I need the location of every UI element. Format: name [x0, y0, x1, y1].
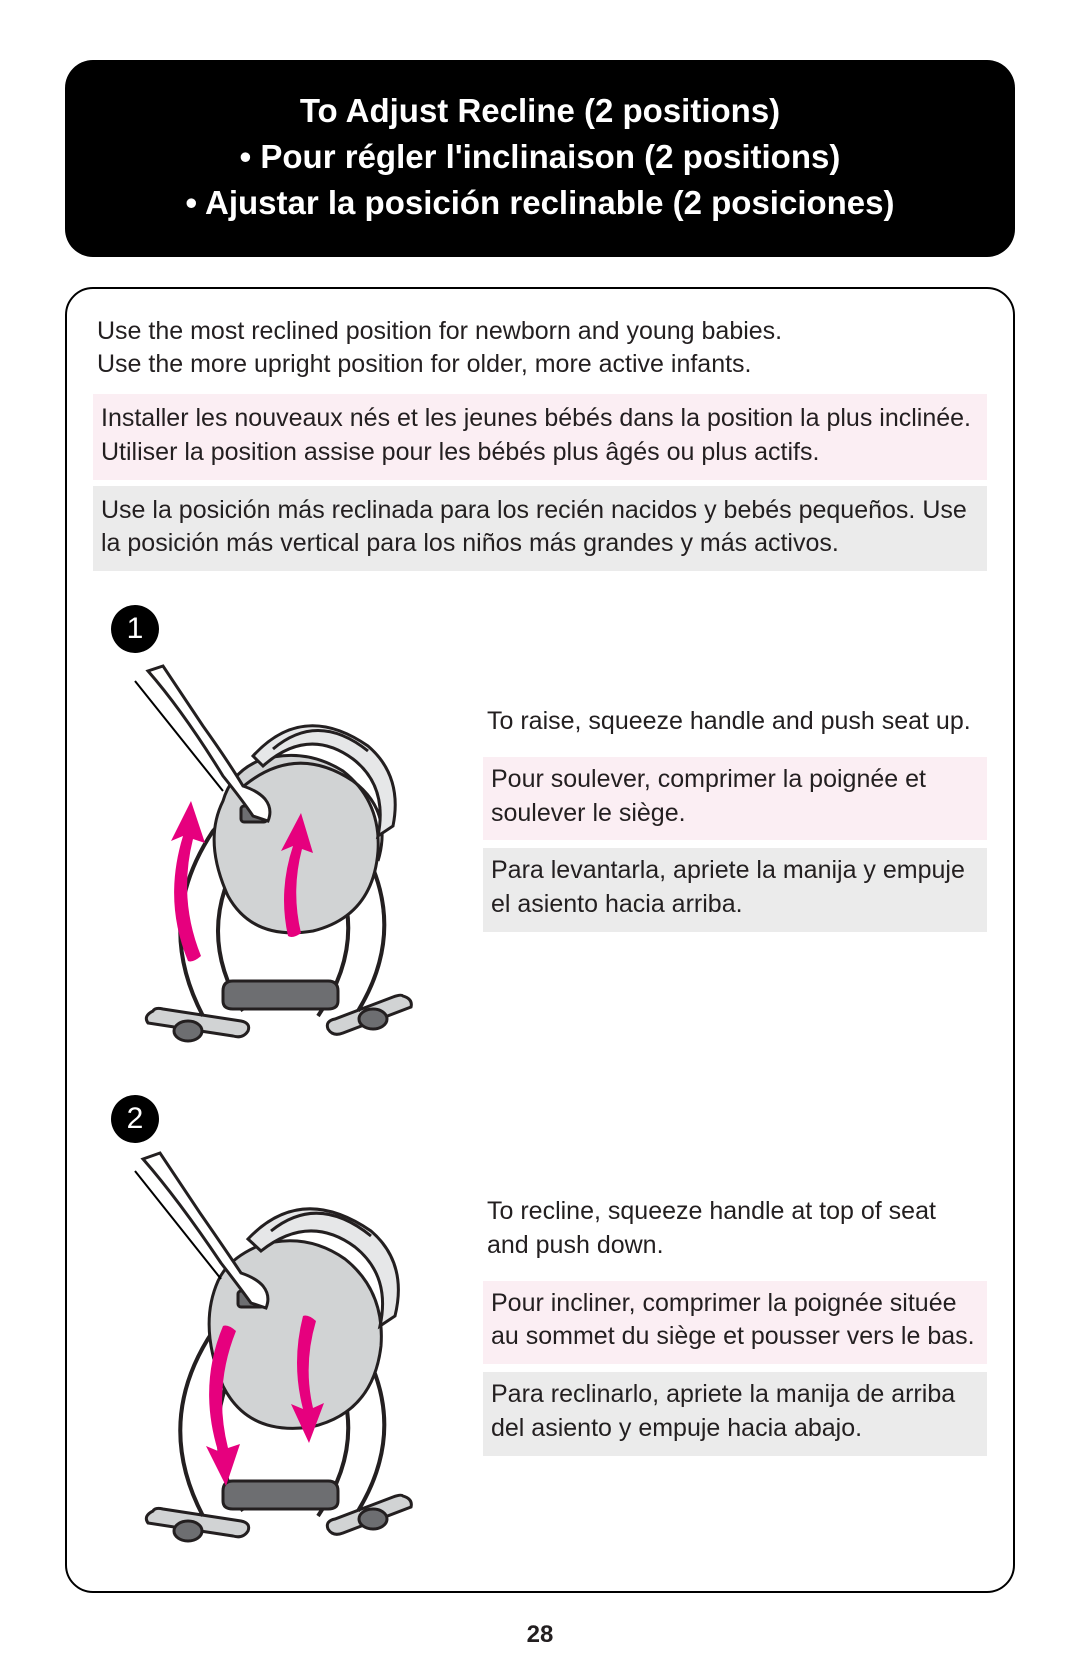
section-title: To Adjust Recline (2 positions) • Pour r…: [65, 60, 1015, 257]
title-fr: • Pour régler l'inclinaison (2 positions…: [95, 134, 985, 180]
step-1-es: Para levantarla, apriete la manija y emp…: [483, 848, 987, 932]
intro-en: Use the most reclined position for newbo…: [93, 309, 987, 393]
step-2-en: To recline, squeeze handle at top of sea…: [483, 1191, 987, 1273]
step-2-number: 2: [111, 1095, 159, 1143]
step-1-en: To raise, squeeze handle and push seat u…: [483, 701, 987, 749]
intro-es: Use la posición más reclinada para los r…: [93, 486, 987, 572]
step-1-fr: Pour soulever, comprimer la poignée et s…: [483, 757, 987, 841]
step-2-fr: Pour incliner, comprimer la poignée situ…: [483, 1281, 987, 1365]
title-en: To Adjust Recline (2 positions): [95, 88, 985, 134]
swing-illustration-raise: [93, 641, 463, 1061]
step-2: 2: [93, 1101, 987, 1561]
step-2-es: Para reclinarlo, apriete la manija de ar…: [483, 1372, 987, 1456]
step-1-number: 1: [111, 605, 159, 653]
page-number: 28: [0, 1621, 1080, 1649]
content-box: Use the most reclined position for newbo…: [65, 287, 1015, 1594]
swing-illustration-recline: [93, 1131, 463, 1561]
step-1: 1: [93, 611, 987, 1061]
title-es: • Ajustar la posición reclinable (2 posi…: [95, 180, 985, 226]
intro-fr: Installer les nouveaux nés et les jeunes…: [93, 394, 987, 480]
